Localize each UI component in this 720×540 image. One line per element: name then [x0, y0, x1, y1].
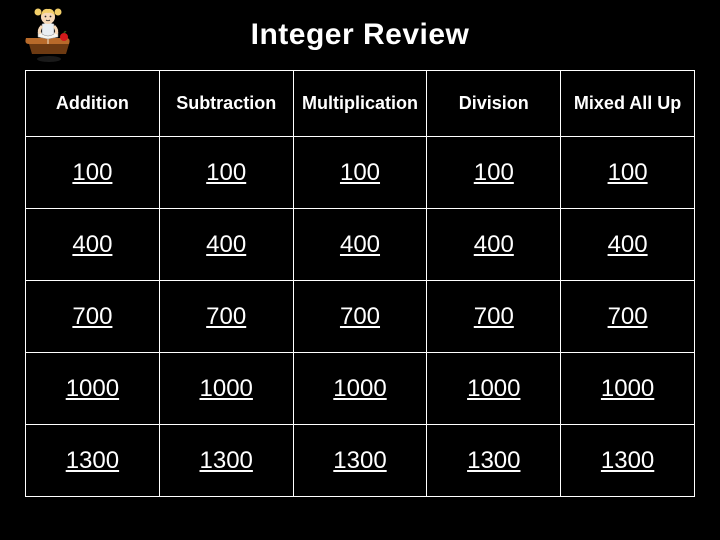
jeopardy-board: Addition Subtraction Multiplication Divi… [25, 70, 695, 497]
points-link[interactable]: 100 [206, 159, 246, 187]
points-cell[interactable]: 400 [159, 209, 293, 281]
points-cell[interactable]: 1000 [26, 353, 160, 425]
points-cell[interactable]: 1000 [159, 353, 293, 425]
points-link[interactable]: 400 [474, 231, 514, 259]
points-link[interactable]: 1000 [66, 375, 119, 403]
category-header: Division [427, 71, 561, 137]
points-cell[interactable]: 1000 [561, 353, 695, 425]
points-link[interactable]: 1300 [601, 447, 654, 475]
points-body: 1001001001001004004004004004007007007007… [26, 137, 695, 497]
points-cell[interactable]: 100 [561, 137, 695, 209]
points-cell[interactable]: 400 [26, 209, 160, 281]
points-row: 400 400 400 400 400 [26, 209, 695, 281]
points-row: 100 100 100 100 100 [26, 137, 695, 209]
points-link[interactable]: 1000 [333, 375, 386, 403]
points-cell[interactable]: 700 [26, 281, 160, 353]
points-link[interactable]: 100 [474, 159, 514, 187]
points-link[interactable]: 1300 [467, 447, 520, 475]
points-row: 700 700 700 700 700 [26, 281, 695, 353]
category-header: Subtraction [159, 71, 293, 137]
category-header: Mixed All Up [561, 71, 695, 137]
points-link[interactable]: 1000 [200, 375, 253, 403]
points-cell[interactable]: 1000 [293, 353, 427, 425]
points-link[interactable]: 100 [72, 159, 112, 187]
points-link[interactable]: 400 [340, 231, 380, 259]
points-cell[interactable]: 100 [26, 137, 160, 209]
points-link[interactable]: 1300 [66, 447, 119, 475]
points-link[interactable]: 1000 [601, 375, 654, 403]
points-cell[interactable]: 1300 [293, 425, 427, 497]
points-cell[interactable]: 1300 [561, 425, 695, 497]
points-link[interactable]: 400 [72, 231, 112, 259]
points-cell[interactable]: 1300 [159, 425, 293, 497]
points-link[interactable]: 100 [340, 159, 380, 187]
category-row: Addition Subtraction Multiplication Divi… [26, 71, 695, 137]
points-row: 1000 1000 1000 1000 1000 [26, 353, 695, 425]
points-cell[interactable]: 100 [293, 137, 427, 209]
points-link[interactable]: 1300 [200, 447, 253, 475]
category-header: Multiplication [293, 71, 427, 137]
points-cell[interactable]: 400 [561, 209, 695, 281]
points-link[interactable]: 400 [608, 231, 648, 259]
points-link[interactable]: 1000 [467, 375, 520, 403]
slide-title: Integer Review [20, 18, 700, 52]
points-link[interactable]: 700 [474, 303, 514, 331]
character-on-book-icon [14, 4, 84, 64]
points-row: 1300 1300 1300 1300 1300 [26, 425, 695, 497]
points-cell[interactable]: 1300 [427, 425, 561, 497]
jeopardy-slide: Integer Review Addition Subtraction Mult… [0, 0, 720, 540]
points-cell[interactable]: 1000 [427, 353, 561, 425]
points-link[interactable]: 100 [608, 159, 648, 187]
points-link[interactable]: 700 [206, 303, 246, 331]
points-cell[interactable]: 400 [293, 209, 427, 281]
points-link[interactable]: 700 [72, 303, 112, 331]
points-link[interactable]: 700 [340, 303, 380, 331]
points-cell[interactable]: 700 [159, 281, 293, 353]
points-link[interactable]: 400 [206, 231, 246, 259]
points-cell[interactable]: 700 [561, 281, 695, 353]
points-cell[interactable]: 700 [427, 281, 561, 353]
points-cell[interactable]: 100 [159, 137, 293, 209]
points-cell[interactable]: 100 [427, 137, 561, 209]
points-cell[interactable]: 400 [427, 209, 561, 281]
points-link[interactable]: 700 [608, 303, 648, 331]
category-header: Addition [26, 71, 160, 137]
points-cell[interactable]: 1300 [26, 425, 160, 497]
points-cell[interactable]: 700 [293, 281, 427, 353]
points-link[interactable]: 1300 [333, 447, 386, 475]
